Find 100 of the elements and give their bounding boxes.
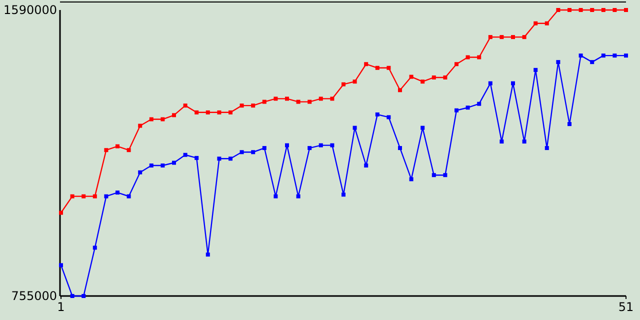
point — [601, 8, 606, 12]
point — [466, 55, 470, 60]
point — [352, 80, 357, 84]
point — [330, 143, 334, 148]
point — [624, 54, 628, 58]
point — [206, 110, 210, 114]
point — [183, 104, 188, 108]
point — [308, 100, 312, 104]
point — [590, 60, 594, 64]
point — [432, 173, 436, 178]
point — [318, 143, 323, 148]
point — [240, 150, 244, 154]
point — [443, 173, 448, 178]
point — [568, 122, 572, 126]
point — [578, 54, 583, 58]
point — [578, 8, 583, 12]
point — [92, 246, 97, 250]
x-tick-label: 51 — [618, 300, 634, 314]
point — [330, 96, 334, 101]
point — [206, 252, 210, 257]
point — [544, 146, 549, 150]
point — [624, 8, 628, 12]
point — [138, 170, 142, 174]
point — [375, 112, 380, 116]
point — [104, 148, 108, 152]
point — [364, 62, 368, 66]
point — [556, 8, 560, 12]
point — [454, 62, 458, 66]
point — [126, 148, 131, 152]
point — [228, 110, 232, 114]
point — [409, 177, 414, 182]
point — [70, 194, 74, 198]
point — [556, 60, 560, 64]
point — [116, 190, 120, 195]
point — [522, 35, 526, 40]
point — [432, 75, 436, 80]
point — [488, 81, 492, 86]
point — [285, 96, 289, 101]
point — [477, 102, 482, 106]
point — [308, 146, 312, 150]
point — [126, 194, 131, 198]
point — [398, 146, 402, 150]
point — [590, 8, 594, 12]
point — [568, 8, 572, 12]
point — [251, 150, 256, 154]
point — [217, 156, 222, 161]
point — [534, 68, 538, 72]
point — [364, 164, 368, 168]
point — [149, 117, 154, 122]
point — [612, 54, 617, 58]
point — [386, 115, 391, 120]
point — [217, 110, 222, 114]
point — [70, 294, 74, 298]
point — [228, 156, 232, 161]
point — [296, 194, 300, 198]
point — [534, 21, 538, 26]
point — [274, 194, 278, 198]
point — [262, 100, 266, 104]
point — [318, 96, 323, 101]
x-tick-label: 1 — [57, 300, 65, 314]
point — [511, 35, 515, 40]
point — [601, 54, 606, 58]
point — [511, 81, 515, 86]
point — [172, 160, 176, 165]
point — [466, 106, 470, 110]
point — [194, 110, 199, 114]
point — [544, 21, 549, 26]
point — [240, 104, 244, 108]
y-tick-label: 755000 — [11, 289, 57, 304]
point — [443, 75, 448, 80]
point — [82, 294, 86, 298]
point — [454, 108, 458, 112]
point — [500, 35, 504, 40]
point — [59, 210, 63, 215]
point — [500, 140, 504, 144]
point — [104, 194, 108, 198]
point — [172, 113, 176, 118]
point — [149, 164, 154, 168]
point — [116, 144, 120, 148]
y-tick-label: 1590000 — [4, 3, 57, 18]
point — [420, 126, 425, 130]
point — [160, 117, 165, 122]
point — [59, 263, 63, 268]
point — [612, 8, 617, 12]
point — [342, 192, 346, 197]
point — [342, 82, 346, 86]
point — [262, 146, 266, 150]
point — [285, 143, 289, 148]
point — [92, 194, 97, 198]
point — [409, 74, 414, 79]
point — [386, 66, 391, 70]
point — [138, 124, 142, 128]
point — [251, 104, 256, 108]
point — [352, 126, 357, 130]
point — [420, 80, 425, 84]
point — [183, 152, 188, 157]
point — [522, 140, 526, 144]
point — [160, 164, 165, 168]
point — [488, 35, 492, 40]
point — [477, 55, 482, 60]
